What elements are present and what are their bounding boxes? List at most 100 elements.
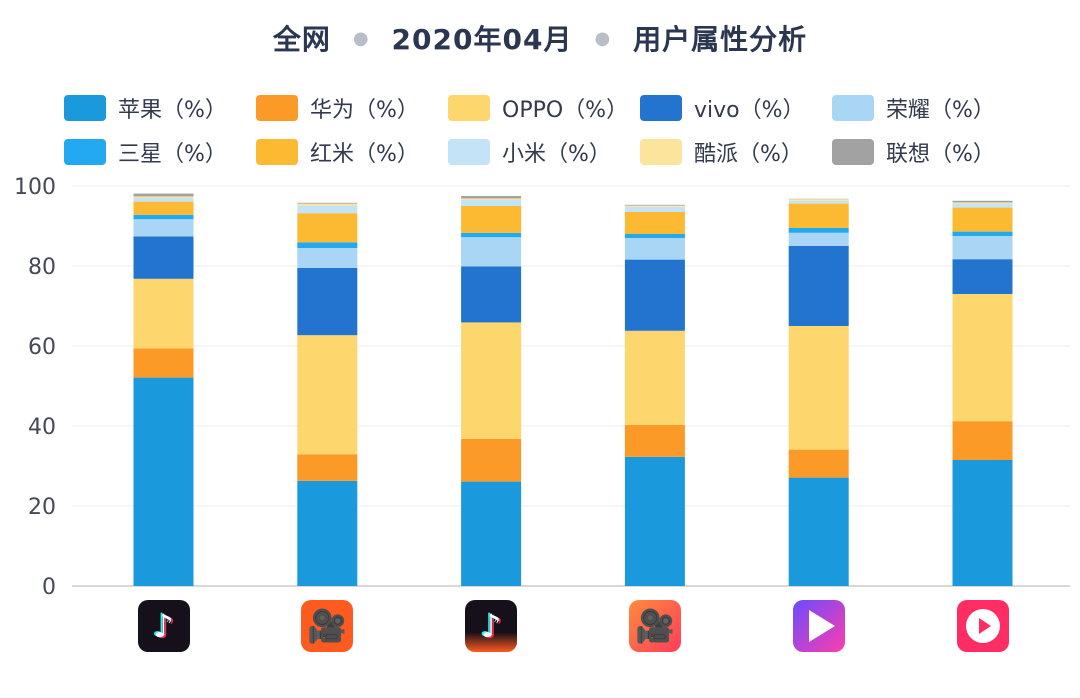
legend-item-oppo[interactable]: OPPO（%） [448,92,640,124]
bar-segment-9-4 [624,205,685,207]
bar-segment-7-5 [788,203,849,228]
bar-segment-6-6 [952,231,1013,236]
legend-swatch [256,95,298,121]
bar-segment-3-3 [461,322,522,439]
bar-segment-4-2 [297,268,358,336]
title-separator: ● [594,27,612,49]
legend-label: 红米（%） [310,142,419,167]
bar-segment-2-1 [133,348,194,378]
bar-segment-6-3 [461,232,522,238]
legend-label: vivo（%） [694,98,805,123]
legend-label: 苹果（%） [118,98,227,123]
bar-segment-7-6 [952,207,1013,232]
bar-segment-4-5 [788,246,849,326]
bar-segment-1-6 [952,460,1013,586]
legend-swatch [64,95,106,121]
play-glyph [965,609,1000,643]
bar-segment-6-2 [297,242,358,248]
bar-segment-8-1 [133,198,194,202]
bar-segment-2-5 [788,449,849,478]
legend-swatch [256,139,298,165]
legend-item-samsung[interactable]: 三星（%） [64,136,256,168]
title-separator: ● [352,27,370,49]
bar-segment-2-2 [297,454,358,481]
bar-segment-5-6 [952,236,1013,260]
legend-label: 小米（%） [502,142,611,167]
legend-swatch [832,95,874,121]
douyin-huoshan-icon: ♪ [465,600,518,652]
legend-swatch [640,95,682,121]
legend-item-honor[interactable]: 荣耀（%） [832,92,1024,124]
bar-segment-8-3 [461,200,522,206]
bar-segment-10-3 [461,196,522,199]
bar-segment-6-5 [788,228,849,233]
legend-item-xiaomi[interactable]: 小米（%） [448,136,640,168]
legend-label: 酷派（%） [694,142,803,167]
bar-segment-3-5 [788,326,849,450]
bar-segment-10-4 [624,204,685,206]
bar-segment-8-2 [297,205,358,214]
bar-segment-8-4 [624,206,685,212]
y-tick-label: 0 [42,575,56,600]
legend-item-huawei[interactable]: 华为（%） [256,92,448,124]
title-subject: 用户属性分析 [633,23,808,56]
legend-item-coolpad[interactable]: 酷派（%） [640,136,832,168]
y-tick-label: 20 [28,495,56,520]
bar-segment-3-1 [133,278,194,349]
bar-segment-7-1 [133,201,194,215]
y-tick-label: 40 [28,415,56,440]
chart-title: 全网 ● 2020年04月 ● 用户属性分析 [0,14,1080,62]
bar-segment-6-4 [624,234,685,238]
bar-segment-5-1 [133,219,194,237]
bar-segment-3-2 [297,335,358,455]
bar-segment-5-5 [788,232,849,246]
bar-segment-1-4 [624,456,685,586]
y-tick-label: 100 [14,175,56,200]
play-glyph [808,610,835,642]
bar-segment-9-1 [133,196,194,198]
legend-label: 荣耀（%） [886,98,995,123]
legend-label: 三星（%） [118,142,227,167]
douyin-icon: ♪ [137,600,190,652]
bar-segment-9-2 [297,203,358,206]
bar-segment-1-1 [133,377,194,586]
bar-segment-1-2 [297,480,358,586]
legend-row: 三星（%） 红米（%） 小米（%） 酷派（%） 联想（%） [64,130,1064,174]
legend-swatch [832,139,874,165]
bar-segment-9-5 [788,199,849,201]
legend-label: 华为（%） [310,98,419,123]
legend-swatch [448,139,490,165]
legend-swatch [64,139,106,165]
bar-segment-1-3 [461,481,522,586]
legend-row: 苹果（%） 华为（%） OPPO（%） vivo（%） 荣耀（%） [64,86,1064,130]
legend-item-apple[interactable]: 苹果（%） [64,92,256,124]
legend-swatch [640,139,682,165]
bar-segment-1-5 [788,477,849,586]
bar-segment-7-4 [624,212,685,234]
y-tick-label: 60 [28,335,56,360]
y-tick-label: 80 [28,255,56,280]
bar-segment-2-4 [624,424,685,457]
legend-swatch [448,95,490,121]
legend-label: OPPO（%） [502,98,629,123]
legend-item-redmi[interactable]: 红米（%） [256,136,448,168]
kuaishou-icon: 🎥 [301,600,354,652]
bar-segment-7-2 [297,213,358,243]
title-scope: 全网 [272,23,331,56]
title-period: 2020年04月 [391,23,573,56]
bar-segment-7-3 [461,206,522,233]
bar-segment-8-5 [788,200,849,204]
legend: 苹果（%） 华为（%） OPPO（%） vivo（%） 荣耀（%） 三星（%） … [64,86,1064,174]
bar-segment-10-1 [133,193,194,197]
weishi-icon [792,600,845,652]
legend-item-vivo[interactable]: vivo（%） [640,92,832,124]
bar-segment-2-6 [952,421,1013,460]
bar-segment-10-6 [952,200,1013,203]
bar-segment-5-4 [624,238,685,260]
bar-segment-5-3 [461,237,522,267]
legend-item-lenovo[interactable]: 联想（%） [832,136,1024,168]
bar-segment-3-4 [624,330,685,425]
bar-segment-8-6 [952,203,1013,208]
bar-segment-9-3 [461,198,522,200]
